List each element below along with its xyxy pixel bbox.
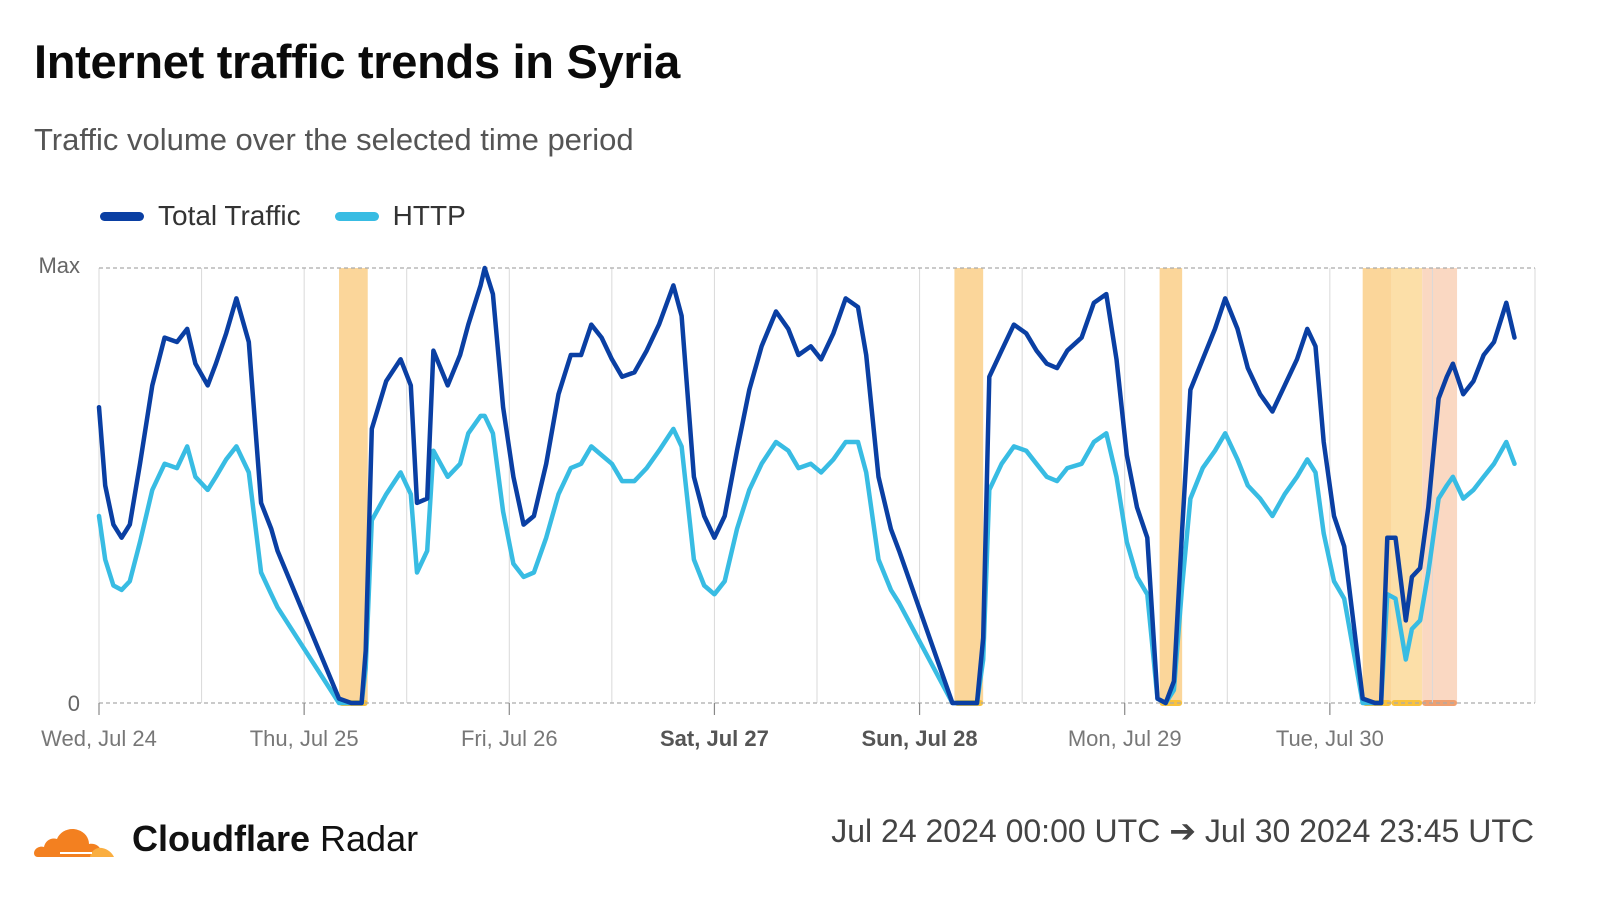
legend-item-total[interactable]: Total Traffic	[100, 200, 301, 232]
brand-name: Cloudflare Radar	[132, 818, 419, 859]
outage-band-3	[1362, 268, 1392, 703]
chart-legend: Total Traffic HTTP	[100, 200, 466, 232]
legend-label-http: HTTP	[392, 200, 466, 231]
page-subtitle: Traffic volume over the selected time pe…	[34, 122, 634, 157]
outage-band-4	[1391, 268, 1423, 703]
x-tick-label: Mon, Jul 29	[1068, 726, 1182, 751]
cloudflare-radar-logo[interactable]: Cloudflare Radar	[32, 818, 418, 860]
date-range: Jul 24 2024 00:00 UTC ➔ Jul 30 2024 23:4…	[831, 813, 1534, 849]
traffic-chart: Max 0 Wed, Jul 24 Thu, Jul 25 Fri, Jul 26 Sat…	[38, 253, 1536, 751]
series-line-http	[96, 413, 1517, 706]
legend-item-http[interactable]: HTTP	[334, 200, 466, 232]
x-tick-label: Sat, Jul 27	[660, 726, 769, 751]
outage-band-0	[339, 268, 368, 703]
outage-marker-4	[1391, 700, 1423, 706]
legend-swatch-total	[100, 211, 144, 221]
x-tick-label: Thu, Jul 25	[250, 726, 359, 751]
page-title: Internet traffic trends in Syria	[34, 35, 680, 88]
series-line-total-traffic	[96, 265, 1517, 706]
cloudflare-cloud-icon	[34, 829, 114, 857]
x-tick-label: Fri, Jul 26	[461, 726, 558, 751]
x-tick-label: Sun, Jul 28	[861, 726, 977, 751]
legend-label-total: Total Traffic	[158, 200, 301, 231]
outage-band-1	[954, 268, 984, 703]
y-tick-label-zero: 0	[68, 691, 80, 716]
legend-swatch-http	[334, 211, 379, 221]
outage-band-5	[1422, 268, 1458, 703]
x-tick-label: Tue, Jul 30	[1276, 726, 1384, 751]
x-tick-label: Wed, Jul 24	[41, 726, 157, 751]
y-tick-label-max: Max	[38, 253, 80, 278]
